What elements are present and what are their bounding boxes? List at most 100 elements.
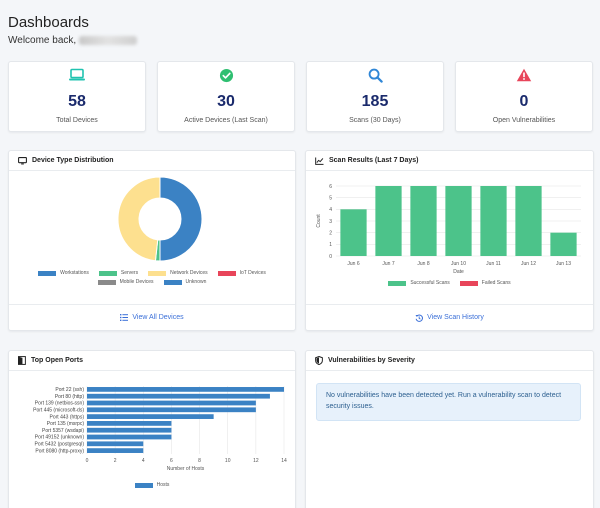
legend-item: Mobile Devices	[97, 279, 154, 285]
legend-item: Hosts	[134, 482, 170, 488]
legend-item: Servers	[98, 270, 138, 276]
bar-port-hosts	[87, 407, 256, 413]
search-icon	[307, 68, 443, 84]
y-tick-label: 5	[329, 195, 332, 201]
device-distribution-card: Device Type Distribution Workstations Se…	[8, 150, 296, 331]
legend-item: IoT Devices	[217, 270, 266, 276]
x-tick-label: Jun 13	[556, 261, 571, 267]
y-tick-label: 2	[329, 230, 332, 236]
y-tick-label: 6	[329, 184, 332, 190]
no-vulnerabilities-alert: No vulnerabilities have been detected ye…	[316, 383, 581, 421]
legend-swatch	[38, 270, 57, 276]
y-tick-label: Port 5432 (postgresql)	[35, 442, 85, 448]
bar-port-hosts	[87, 441, 144, 447]
bar-successful-scans	[375, 186, 402, 256]
card-title: Device Type Distribution	[32, 157, 114, 164]
bar-successful-scans	[340, 209, 367, 256]
y-tick-label: 4	[329, 207, 332, 213]
shield-icon	[315, 356, 323, 365]
page-title: Dashboards	[8, 14, 89, 31]
legend-swatch	[97, 279, 116, 285]
y-tick-label: Port 22 (ssh)	[55, 387, 84, 393]
legend-item: Network Devices	[148, 270, 208, 276]
welcome-message: Welcome back,	[8, 35, 138, 46]
x-tick-label: 2	[114, 458, 117, 464]
bar-port-hosts	[87, 387, 284, 392]
legend-label: Hosts	[156, 482, 170, 488]
bar-port-hosts	[87, 393, 270, 399]
top-open-ports-card: Top Open Ports 0 2 4 6 8 10 12 14 Port 22 (ssh) P…	[8, 350, 296, 508]
y-tick-label: 0	[329, 254, 332, 260]
vulnerabilities-card: Vulnerabilities by Severity No vulnerabi…	[305, 350, 594, 508]
legend-label: Workstations	[60, 270, 89, 276]
bar-port-hosts	[87, 427, 172, 433]
y-tick-label: Port 80 (http)	[55, 394, 85, 400]
stat-card-active-devices: 30 Active Devices (Last Scan)	[157, 61, 295, 132]
stat-label: Active Devices (Last Scan)	[184, 117, 268, 124]
x-tick-label: 12	[253, 458, 259, 464]
x-tick-label: Jun 6	[347, 261, 359, 267]
stat-label: Total Devices	[56, 117, 98, 124]
x-tick-label: 6	[170, 458, 173, 464]
y-tick-label: Port 5357 (wsdapi)	[42, 428, 84, 434]
card-header: Device Type Distribution	[9, 151, 295, 171]
check-circle-icon	[158, 68, 294, 84]
y-tick-label: 1	[329, 242, 332, 248]
card-title: Scan Results (Last 7 Days)	[329, 157, 419, 164]
legend-swatch	[388, 280, 407, 286]
card-title: Top Open Ports	[31, 357, 83, 364]
legend-item: Failed Scans	[459, 280, 511, 286]
view-all-devices-link[interactable]: View All Devices	[9, 304, 295, 330]
ports-chart-legend: Hosts	[23, 482, 281, 491]
stat-value: 30	[217, 93, 235, 110]
legend-swatch	[217, 270, 236, 276]
y-tick-label: 3	[329, 219, 332, 225]
stat-value: 58	[68, 93, 86, 110]
x-axis-title: Number of Hosts	[167, 466, 205, 472]
donut-slice-network-devices	[117, 176, 161, 262]
x-tick-label: Jun 8	[417, 261, 429, 267]
door-open-icon	[18, 356, 26, 365]
bar-successful-scans	[410, 186, 437, 256]
card-header: Top Open Ports	[9, 351, 295, 371]
legend-label: IoT Devices	[239, 270, 266, 276]
device-donut-chart	[117, 176, 203, 262]
redacted-user-name	[79, 36, 138, 45]
legend-item: Unknown	[163, 279, 207, 285]
stat-value: 0	[519, 93, 529, 110]
line-chart-icon	[315, 156, 324, 165]
y-axis-title: Count	[316, 214, 322, 228]
page-header: Dashboards Welcome back,	[8, 14, 138, 46]
history-icon	[415, 313, 424, 322]
bar-port-hosts	[87, 414, 214, 419]
scan-results-card: Scan Results (Last 7 Days) 0 1 2 3 4 5 6 Count J…	[305, 150, 594, 331]
stat-value: 185	[361, 93, 389, 110]
bar-port-hosts	[87, 434, 172, 440]
bar-successful-scans	[445, 186, 472, 256]
scan-chart-legend: Successful Scans Failed Scans	[320, 280, 579, 289]
stat-card-total-devices: 58 Total Devices	[8, 61, 146, 132]
legend-swatch	[163, 279, 182, 285]
legend-swatch	[134, 482, 153, 488]
card-header: Scan Results (Last 7 Days)	[306, 151, 593, 171]
legend-swatch	[98, 270, 117, 276]
link-label: View All Devices	[132, 314, 184, 321]
y-tick-label: Port 445 (microsoft-ds)	[33, 408, 84, 414]
legend-label: Mobile Devices	[119, 279, 154, 285]
view-scan-history-link[interactable]: View Scan History	[306, 304, 593, 330]
bar-successful-scans	[480, 186, 507, 256]
list-icon	[120, 314, 129, 321]
scan-results-bar-chart: 0 1 2 3 4 5 6 Count Jun 6 Jun 7 Jun 8 Jun 10 Jun 11 J…	[316, 184, 581, 275]
y-tick-label: Port 8080 (http-proxy)	[35, 448, 84, 454]
link-label: View Scan History	[427, 314, 484, 321]
x-tick-label: 8	[198, 458, 201, 464]
x-tick-label: Jun 11	[486, 261, 501, 267]
laptop-icon	[9, 68, 145, 84]
stat-card-scans: 185 Scans (30 Days)	[306, 61, 444, 132]
legend-label: Unknown	[185, 279, 207, 285]
x-tick-label: Jun 10	[451, 261, 466, 267]
bar-port-hosts	[87, 421, 172, 426]
legend-item: Workstations	[38, 270, 89, 276]
stat-card-open-vulnerabilities: 0 Open Vulnerabilities	[455, 61, 593, 132]
legend-item: Successful Scans	[388, 280, 450, 286]
